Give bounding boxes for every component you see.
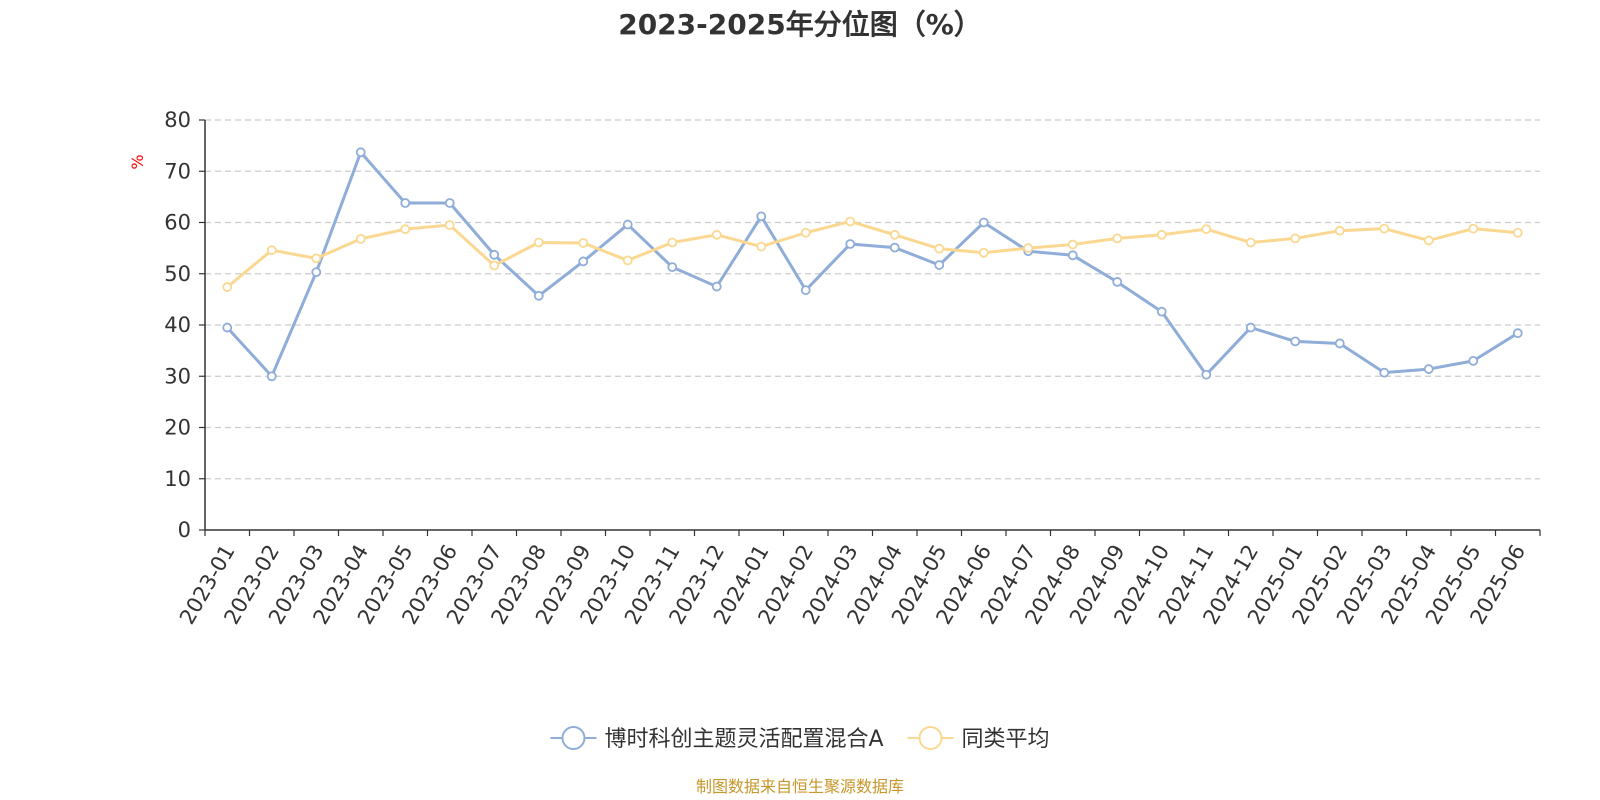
data-point[interactable]: [1245, 322, 1256, 333]
y-tick-label: 80: [164, 108, 191, 132]
data-point[interactable]: [1379, 223, 1390, 234]
legend-label: 同类平均: [962, 727, 1050, 752]
legend-circle-icon: [561, 726, 586, 750]
y-tick-label: 30: [164, 364, 191, 388]
data-point[interactable]: [756, 211, 767, 222]
data-point[interactable]: [311, 267, 322, 278]
data-point[interactable]: [533, 290, 544, 301]
data-point[interactable]: [1334, 225, 1345, 236]
data-source-note: 制图数据来自恒生聚源数据库: [696, 777, 904, 796]
data-point[interactable]: [1067, 250, 1078, 261]
data-point[interactable]: [622, 219, 633, 230]
data-point[interactable]: [444, 220, 455, 230]
legend[interactable]: 博时科创主题灵活配置混合A 同类平均: [550, 726, 1050, 752]
data-point[interactable]: [578, 238, 589, 248]
series-line: [226, 150, 1519, 378]
legend-circle-icon: [918, 726, 943, 750]
data-point[interactable]: [667, 237, 678, 248]
data-point[interactable]: [1067, 239, 1078, 250]
data-point[interactable]: [578, 256, 589, 267]
data-point[interactable]: [978, 247, 989, 258]
chart-title: 2023-2025年分位图（%）: [618, 8, 982, 41]
data-point[interactable]: [1512, 328, 1523, 339]
data-point[interactable]: [1156, 306, 1167, 317]
y-tick-label: 70: [164, 159, 191, 183]
data-point[interactable]: [489, 260, 500, 271]
data-point[interactable]: [311, 253, 322, 264]
series-line: [226, 219, 1518, 289]
data-point[interactable]: [444, 198, 455, 208]
series-lines: [222, 147, 1523, 382]
data-point[interactable]: [222, 282, 233, 292]
series-0: [222, 147, 1523, 382]
data-point[interactable]: [711, 281, 722, 292]
data-point[interactable]: [1156, 229, 1167, 240]
data-point[interactable]: [1423, 364, 1434, 374]
y-tick-label: 20: [164, 416, 191, 440]
data-point[interactable]: [1112, 277, 1123, 287]
data-point[interactable]: [1201, 369, 1212, 380]
y-axis-unit: %: [128, 154, 147, 169]
data-point[interactable]: [1290, 336, 1301, 347]
data-point[interactable]: [1468, 223, 1479, 234]
data-point[interactable]: [1201, 224, 1212, 235]
series-1: [222, 216, 1523, 292]
data-point[interactable]: [1245, 237, 1256, 248]
data-point[interactable]: [889, 242, 900, 253]
data-point[interactable]: [400, 198, 411, 208]
data-point[interactable]: [845, 239, 856, 249]
data-point[interactable]: [1112, 233, 1123, 244]
data-point[interactable]: [533, 237, 544, 248]
data-point[interactable]: [1423, 235, 1434, 246]
data-point[interactable]: [1512, 227, 1523, 238]
legend-label: 博时科创主题灵活配置混合A: [604, 727, 883, 752]
legend-item-0[interactable]: 博时科创主题灵活配置混合A: [550, 726, 884, 752]
data-point[interactable]: [355, 147, 366, 158]
data-point[interactable]: [800, 227, 811, 238]
data-point[interactable]: [934, 243, 945, 254]
data-point[interactable]: [889, 229, 900, 240]
data-point[interactable]: [1290, 233, 1301, 244]
y-tick-label: 40: [164, 313, 191, 337]
y-tick-label: 10: [164, 467, 191, 491]
data-point[interactable]: [489, 249, 500, 260]
data-point[interactable]: [1468, 355, 1479, 366]
data-point[interactable]: [800, 285, 811, 296]
data-point[interactable]: [1023, 243, 1034, 254]
data-point[interactable]: [711, 229, 722, 240]
data-point[interactable]: [934, 260, 945, 270]
legend-item-1[interactable]: 同类平均: [907, 726, 1050, 752]
data-point[interactable]: [1334, 338, 1345, 349]
data-point[interactable]: [622, 255, 633, 266]
y-tick-label: 60: [164, 211, 191, 235]
y-tick-label: 0: [178, 518, 191, 542]
data-point[interactable]: [266, 245, 277, 256]
grid-lines: [205, 119, 1540, 480]
y-tick-label: 50: [164, 262, 191, 286]
data-point[interactable]: [222, 322, 233, 333]
data-point[interactable]: [756, 241, 767, 252]
data-point[interactable]: [266, 371, 277, 382]
data-point[interactable]: [667, 262, 678, 272]
data-point[interactable]: [978, 217, 989, 228]
data-point[interactable]: [1379, 367, 1390, 378]
data-point[interactable]: [400, 224, 411, 235]
data-point[interactable]: [355, 233, 366, 244]
data-point[interactable]: [845, 216, 856, 227]
axes: 010203040506070802023-012023-022023-0320…: [164, 108, 1541, 628]
